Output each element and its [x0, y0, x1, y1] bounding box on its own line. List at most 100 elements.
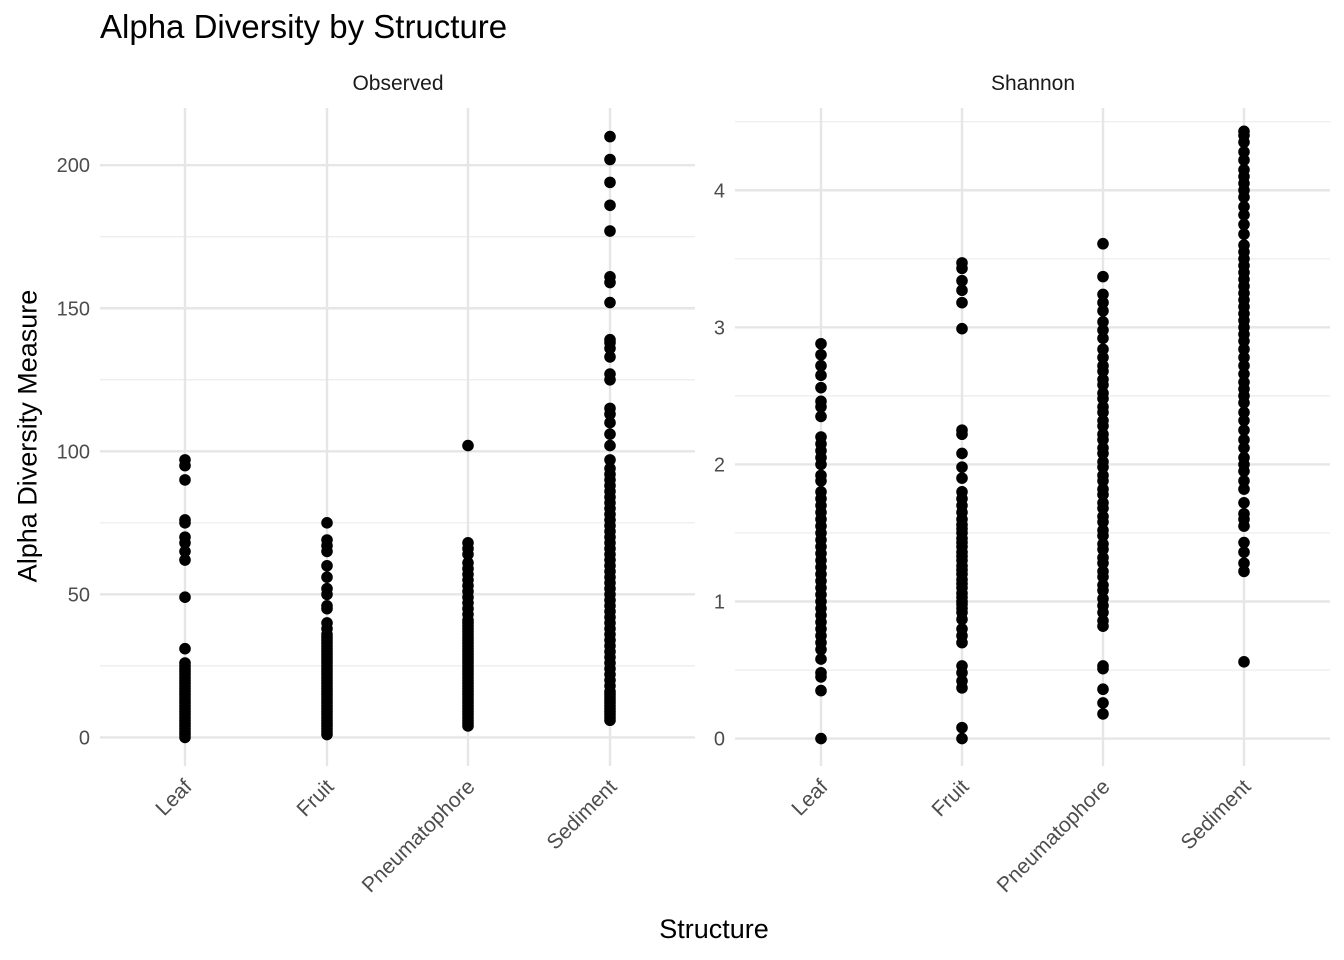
observed-point-pneumatophore: [462, 557, 474, 569]
observed-x-tick-label: Fruit: [293, 775, 339, 821]
shannon-point-pneumatophore: [1097, 359, 1109, 372]
shannon-y-tick-label: 0: [714, 729, 725, 751]
shannon-point-fruit: [956, 675, 968, 687]
shannon-point-pneumatophore: [1097, 343, 1109, 356]
shannon-point-pneumatophore: [1097, 288, 1109, 301]
observed-point-sediment: [604, 368, 616, 380]
shannon-point-fruit: [956, 721, 968, 734]
shannon-point-sediment: [1238, 154, 1250, 166]
shannon-point-sediment: [1238, 228, 1250, 240]
shannon-point-leaf: [815, 369, 827, 382]
shannon-point-sediment: [1238, 557, 1250, 569]
shannon-point-pneumatophore: [1097, 524, 1109, 537]
shannon-point-pneumatophore: [1097, 455, 1109, 468]
shannon-point-sediment: [1238, 125, 1250, 138]
shannon-point-sediment: [1238, 442, 1250, 454]
shannon-point-sediment: [1238, 414, 1250, 427]
observed-point-fruit: [321, 571, 333, 583]
observed-point-leaf: [179, 474, 191, 486]
observed-point-sediment: [604, 428, 616, 440]
shannon-point-sediment: [1238, 424, 1250, 436]
shannon-point-pneumatophore: [1097, 305, 1109, 317]
shannon-point-sediment: [1238, 239, 1250, 251]
shannon-x-tick-label: Fruit: [928, 775, 974, 821]
shannon-point-leaf: [815, 653, 827, 665]
observed-x-tick-label: Pneumatophore: [358, 775, 480, 897]
observed-x-tick-label: Sediment: [543, 775, 622, 854]
shannon-point-pneumatophore: [1097, 387, 1109, 399]
shannon-point-pneumatophore: [1097, 579, 1109, 591]
x-axis-label: Structure: [659, 914, 769, 944]
shannon-point-fruit: [956, 461, 968, 473]
shannon-y-tick-label: 3: [714, 317, 725, 339]
shannon-point-sediment: [1238, 451, 1250, 464]
observed-point-fruit: [321, 599, 333, 612]
facet-label-observed: Observed: [352, 72, 444, 95]
shannon-point-pneumatophore: [1097, 332, 1109, 345]
shannon-point-leaf: [815, 732, 827, 745]
shannon-point-pneumatophore: [1097, 414, 1109, 427]
shannon-point-fruit: [956, 623, 968, 635]
observed-point-fruit: [321, 559, 333, 572]
shannon-point-sediment: [1238, 656, 1250, 668]
shannon-point-fruit: [956, 274, 968, 287]
shannon-point-pneumatophore: [1097, 428, 1109, 441]
shannon-point-fruit: [956, 424, 968, 436]
shannon-point-sediment: [1238, 475, 1250, 487]
shannon-point-sediment: [1238, 507, 1250, 520]
shannon-point-sediment: [1238, 376, 1250, 388]
shannon-point-sediment: [1238, 433, 1250, 446]
shannon-point-sediment: [1238, 163, 1250, 176]
observed-point-pneumatophore: [462, 537, 474, 549]
shannon-point-leaf: [815, 486, 827, 498]
shannon-point-pneumatophore: [1097, 697, 1109, 709]
shannon-y-tick-label: 1: [714, 592, 725, 614]
observed-point-sediment: [604, 351, 616, 363]
shannon-point-fruit: [956, 732, 968, 745]
observed-point-leaf: [179, 642, 191, 655]
shannon-point-pneumatophore: [1097, 237, 1109, 250]
shannon-point-pneumatophore: [1097, 296, 1109, 309]
observed-point-sediment: [604, 439, 616, 452]
observed-point-sediment: [604, 153, 616, 166]
observed-point-fruit: [321, 534, 333, 546]
observed-point-pneumatophore: [462, 439, 474, 452]
observed-point-fruit: [321, 617, 333, 629]
shannon-point-pneumatophore: [1097, 510, 1109, 523]
shannon-y-tick-label: 4: [714, 180, 725, 202]
chart-title: Alpha Diversity by Structure: [100, 8, 508, 45]
shannon-point-pneumatophore: [1097, 401, 1109, 413]
observed-point-sediment: [604, 462, 616, 475]
observed-point-sediment: [604, 333, 616, 346]
observed-point-sediment: [604, 454, 616, 466]
observed-point-sediment: [604, 270, 616, 283]
shannon-point-pneumatophore: [1097, 497, 1109, 509]
shannon-point-sediment: [1238, 536, 1250, 549]
shannon-point-pneumatophore: [1097, 351, 1109, 364]
shannon-point-fruit: [956, 472, 968, 484]
shannon-point-sediment: [1238, 218, 1250, 231]
shannon-point-leaf: [815, 431, 827, 443]
shannon-point-fruit: [956, 296, 968, 309]
observed-point-leaf: [179, 514, 191, 526]
observed-point-leaf: [179, 657, 191, 669]
shannon-point-leaf: [815, 684, 827, 697]
shannon-point-pneumatophore: [1097, 270, 1109, 283]
shannon-point-leaf: [815, 381, 827, 394]
observed-y-tick-label: 150: [57, 298, 90, 320]
shannon-point-leaf: [815, 348, 827, 361]
shannon-point-pneumatophore: [1097, 483, 1109, 495]
shannon-x-tick-label: Sediment: [1177, 775, 1256, 854]
observed-y-tick-label: 200: [57, 155, 90, 177]
shannon-point-sediment: [1238, 483, 1250, 495]
shannon-point-pneumatophore: [1097, 708, 1109, 720]
shannon-point-leaf: [815, 469, 827, 482]
observed-y-tick-label: 100: [57, 441, 90, 463]
observed-point-sediment: [604, 416, 616, 429]
shannon-point-fruit: [956, 486, 968, 498]
observed-point-sediment: [604, 176, 616, 189]
shannon-point-pneumatophore: [1097, 316, 1109, 328]
observed-point-leaf: [179, 591, 191, 604]
facet-label-shannon: Shannon: [990, 72, 1076, 95]
